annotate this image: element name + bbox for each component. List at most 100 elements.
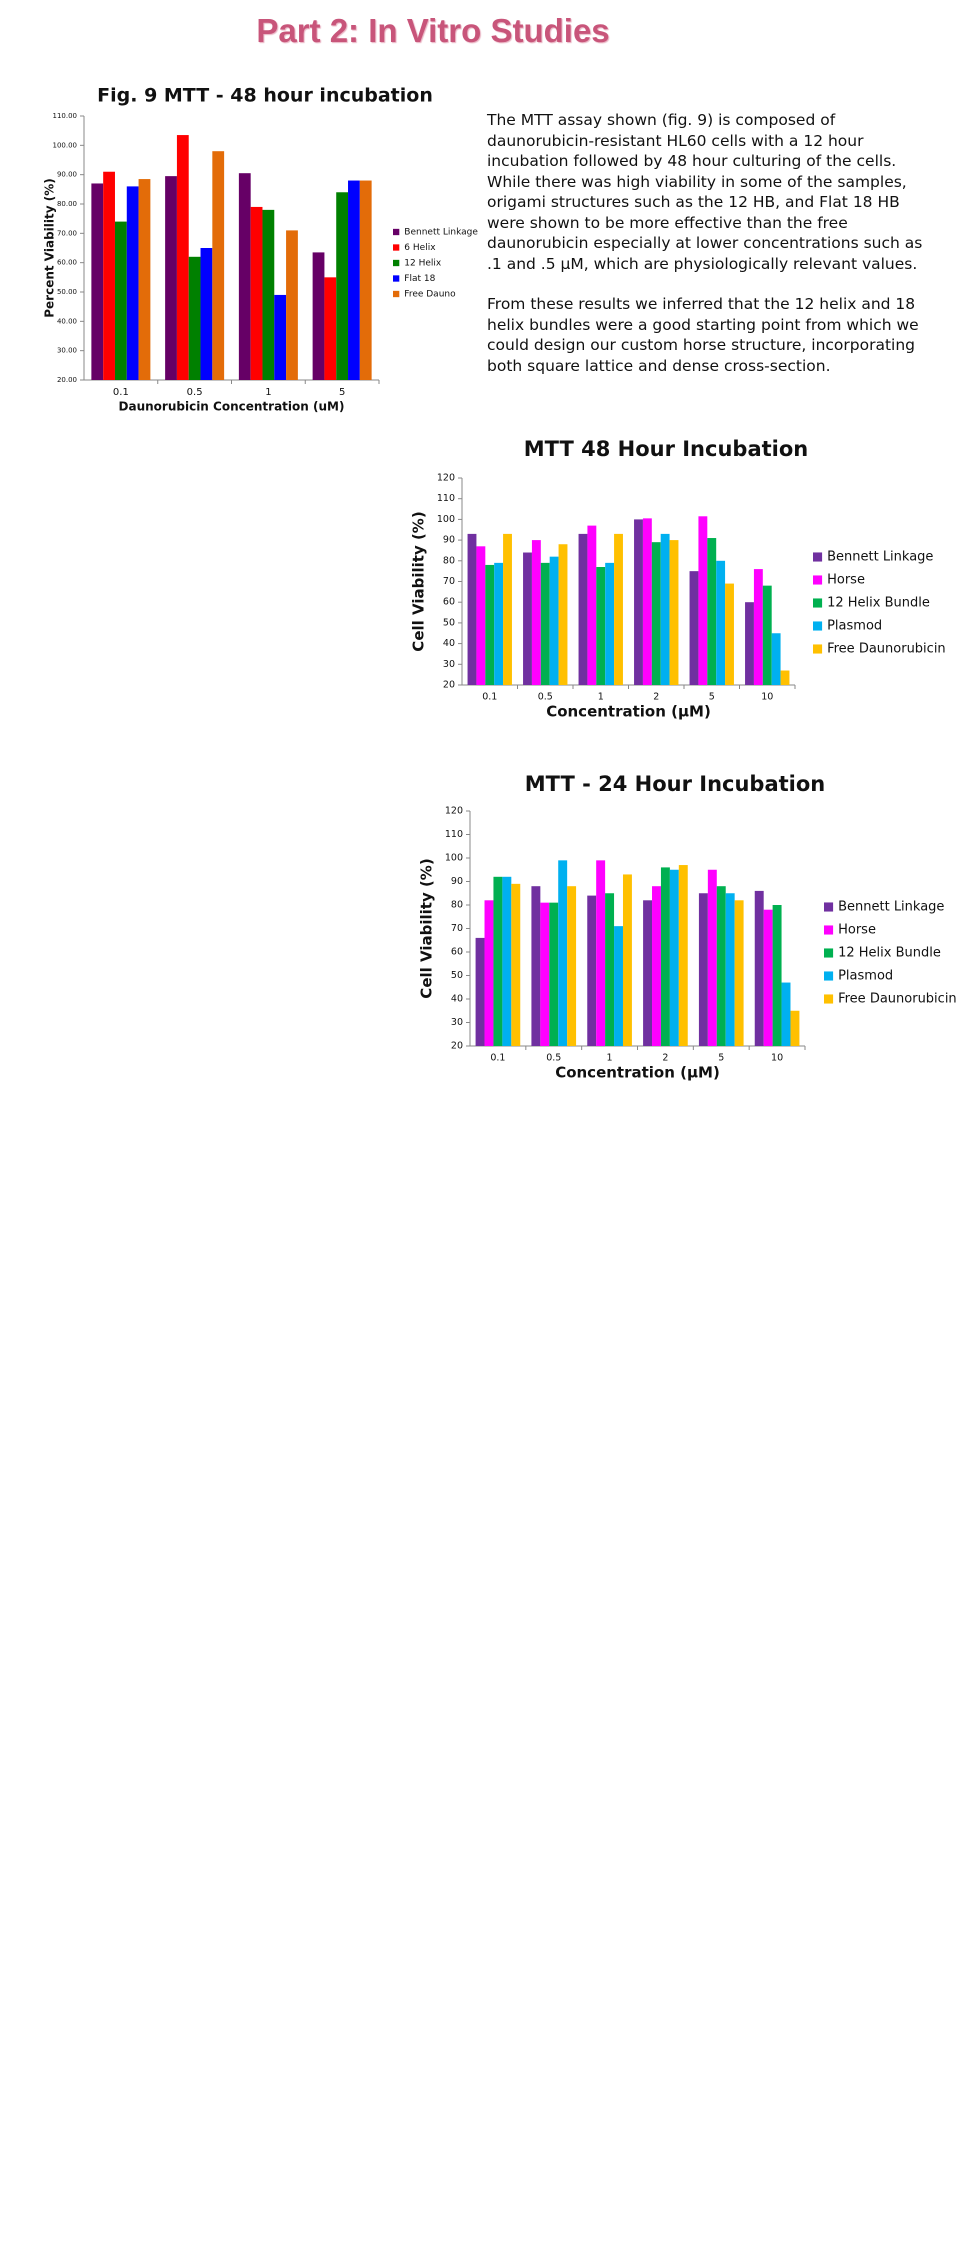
legend-label: 12 Helix	[404, 259, 442, 269]
y-tick-label: 120	[445, 806, 463, 817]
bar	[596, 567, 606, 685]
bar	[200, 248, 213, 380]
bar	[578, 533, 588, 685]
bar	[165, 176, 177, 380]
bar	[772, 905, 782, 1046]
y-tick-label: 90	[443, 535, 455, 546]
bar	[771, 633, 781, 685]
bar	[716, 560, 726, 685]
bar	[614, 926, 623, 1046]
x-tick-label: 0.5	[538, 692, 553, 703]
y-tick-label: 120	[437, 473, 455, 484]
bar	[605, 893, 615, 1046]
bar	[587, 525, 597, 685]
x-tick-label: 10	[761, 692, 773, 703]
bar	[660, 867, 670, 1046]
y-tick-label: 110	[445, 829, 463, 840]
legend-swatch	[824, 994, 834, 1004]
paragraph: From these results we inferred that the …	[487, 295, 919, 375]
legend-label: 12 Helix Bundle	[827, 596, 930, 611]
y-tick-label: 50.00	[57, 288, 77, 296]
bar	[596, 860, 606, 1046]
bar	[502, 876, 512, 1046]
bar	[669, 540, 679, 685]
y-tick-label: 40	[451, 994, 463, 1005]
y-tick-label: 60	[443, 597, 455, 608]
legend-swatch	[813, 552, 823, 562]
y-tick-label: 70.00	[57, 229, 77, 237]
bar	[745, 602, 754, 685]
chart-title: MTT - 24 Hour Incubation	[525, 772, 826, 796]
bar	[549, 556, 559, 685]
bar	[312, 252, 325, 380]
y-tick-label: 70	[443, 576, 455, 587]
bar	[558, 544, 568, 685]
bar	[634, 519, 643, 685]
bar	[531, 540, 541, 685]
bar	[467, 533, 477, 685]
x-tick-label: 5	[709, 692, 715, 703]
bar	[523, 552, 532, 685]
legend-swatch	[813, 598, 823, 608]
legend-swatch	[813, 644, 823, 654]
legend-swatch	[393, 290, 400, 298]
legend-swatch	[813, 621, 823, 631]
bar	[707, 869, 717, 1046]
legend-label: Bennett Linkage	[838, 900, 944, 915]
y-tick-label: 30	[451, 1017, 463, 1028]
page-title: Part 2: In Vitro Studies	[256, 12, 610, 49]
legend-swatch	[824, 925, 834, 935]
bar	[494, 562, 504, 685]
x-tick-label: 5	[718, 1053, 724, 1064]
legend-label: Free Daunorubicin	[827, 642, 946, 657]
bar	[707, 538, 717, 685]
bar	[660, 533, 670, 685]
x-axis-label: Concentration (μM)	[546, 703, 711, 721]
bar	[669, 869, 679, 1046]
legend-label: Horse	[827, 573, 865, 588]
bar	[549, 902, 559, 1046]
x-tick-label: 2	[653, 692, 659, 703]
y-tick-label: 100.00	[53, 141, 78, 149]
bar	[678, 865, 688, 1046]
y-tick-label: 80	[451, 900, 463, 911]
bar	[725, 583, 734, 685]
x-axis-label: Daunorubicin Concentration (uM)	[119, 400, 345, 414]
bar	[511, 883, 521, 1046]
bar	[484, 900, 494, 1046]
y-axis-label: Cell Viability (%)	[410, 511, 428, 651]
bar	[138, 179, 151, 380]
legend-swatch	[393, 228, 400, 236]
bar	[540, 902, 550, 1046]
x-tick-label: 0.1	[113, 387, 129, 398]
bar	[493, 876, 503, 1046]
bar	[540, 562, 550, 685]
legend-label: Bennett Linkage	[827, 550, 933, 565]
legend-swatch	[824, 948, 834, 958]
legend-swatch	[824, 971, 834, 981]
legend-swatch	[824, 902, 834, 912]
legend-label: Bennett Linkage	[404, 228, 478, 238]
bar	[605, 562, 615, 685]
bar	[188, 256, 201, 380]
legend-label: 12 Helix Bundle	[838, 946, 941, 961]
y-tick-label: 80	[443, 555, 455, 566]
legend-label: Flat 18	[404, 274, 435, 284]
bar	[725, 893, 735, 1046]
x-tick-label: 10	[771, 1053, 783, 1064]
y-axis-label: Cell Viability (%)	[418, 858, 436, 998]
bar	[643, 900, 653, 1046]
y-tick-label: 20	[451, 1041, 463, 1052]
bar	[716, 886, 726, 1046]
bar	[274, 294, 287, 380]
y-tick-label: 100	[437, 514, 455, 525]
x-tick-label: 1	[598, 692, 604, 703]
legend-swatch	[813, 575, 823, 585]
bar	[622, 874, 632, 1046]
x-tick-label: 0.5	[546, 1053, 561, 1064]
bar	[652, 886, 661, 1046]
bar	[763, 909, 773, 1046]
bar	[238, 173, 251, 380]
y-tick-label: 50	[443, 617, 455, 628]
